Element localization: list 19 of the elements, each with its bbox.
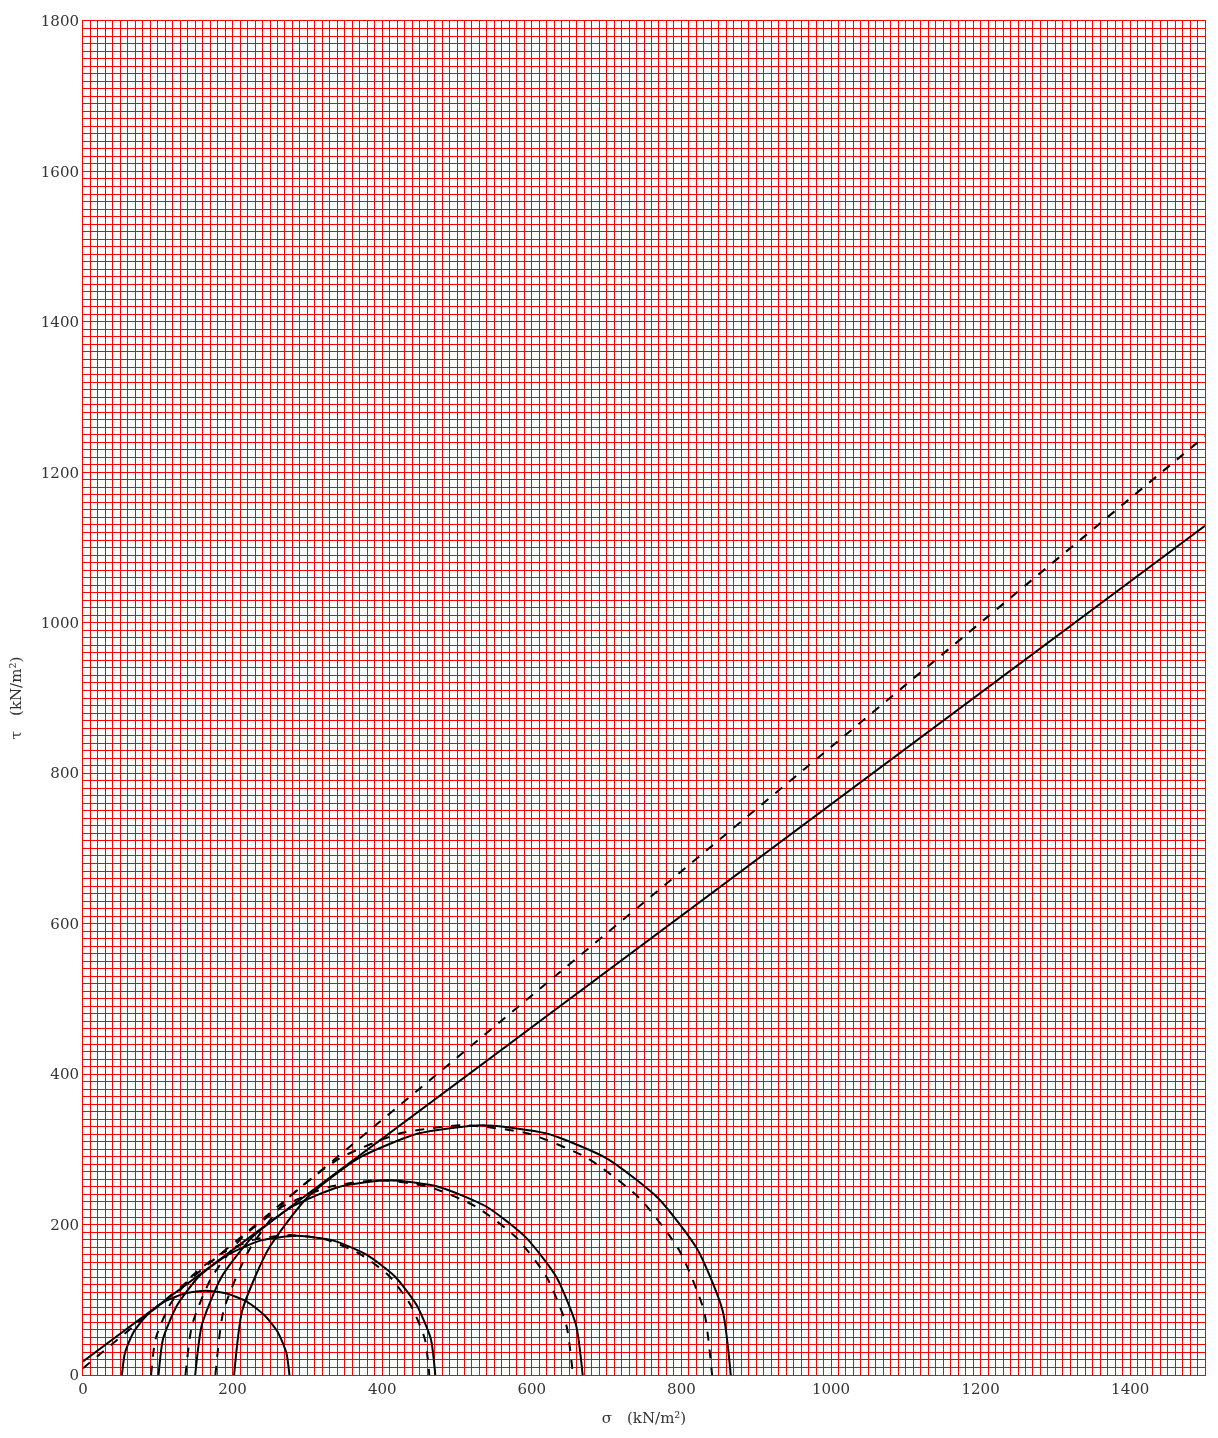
y-tick-label: 1200 <box>40 463 79 482</box>
y-tick-label: 1000 <box>40 614 79 633</box>
x-tick-label: 400 <box>367 1380 397 1398</box>
x-axis-title: σ (kN/m²) <box>601 1409 687 1427</box>
y-tick-label: 200 <box>50 1215 79 1234</box>
y-tick-label: 400 <box>50 1065 79 1084</box>
x-tick-label: 1200 <box>961 1380 1000 1398</box>
y-tick-label: 0 <box>69 1366 79 1385</box>
x-tick-label: 800 <box>667 1380 696 1398</box>
y-axis-title: τ (kN/m²) <box>7 656 26 740</box>
x-tick-label: 600 <box>517 1380 547 1398</box>
y-tick-label: 1600 <box>40 162 79 181</box>
x-tick-label: 1000 <box>811 1380 851 1398</box>
y-tick-label: 1800 <box>40 12 79 31</box>
y-tick-label: 600 <box>50 914 79 933</box>
y-tick-label: 800 <box>50 764 79 783</box>
y-tick-label: 1400 <box>40 313 79 332</box>
x-tick-label: 1400 <box>1111 1380 1150 1398</box>
x-tick-label: 200 <box>218 1380 247 1398</box>
